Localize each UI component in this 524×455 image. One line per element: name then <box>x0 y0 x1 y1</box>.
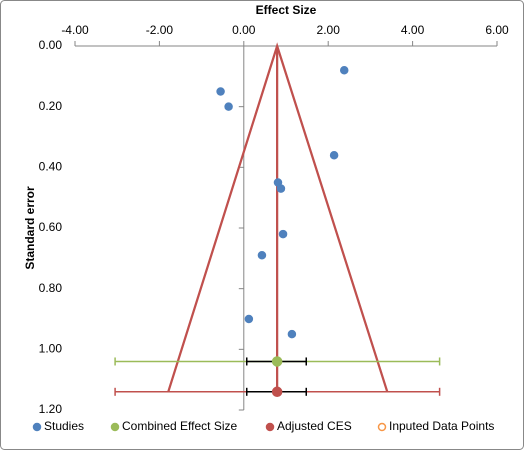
y-tick-label: 0.40 <box>39 160 63 174</box>
legend-label: Adjusted CES <box>277 419 352 433</box>
legend-marker <box>110 422 120 432</box>
data-point <box>224 102 233 111</box>
data-point <box>329 150 339 160</box>
x-tick-label: -2.00 <box>146 23 174 37</box>
y-tick-label: 1.00 <box>39 342 63 356</box>
x-tick-label: 0.00 <box>232 23 256 37</box>
y-tick-label: 0.80 <box>39 281 63 295</box>
x-tick-label: -4.00 <box>61 23 89 37</box>
x-axis-title: Effect Size <box>256 3 317 17</box>
legend-marker <box>32 422 42 432</box>
data-point <box>278 229 288 239</box>
data-point <box>216 87 225 96</box>
legend-marker <box>377 422 387 432</box>
data-point <box>271 356 283 367</box>
x-tick-label: 4.00 <box>401 23 425 37</box>
y-tick-label: 0.00 <box>39 38 63 52</box>
data-point <box>271 386 283 398</box>
x-tick-label: 6.00 <box>485 23 509 37</box>
y-axis-title: Standard error <box>23 186 37 270</box>
y-tick-label: 0.60 <box>39 220 63 234</box>
x-tick-label: 2.00 <box>317 23 341 37</box>
legend-label: Combined Effect Size <box>122 419 237 433</box>
data-point <box>276 184 286 193</box>
legend-marker <box>265 422 275 432</box>
legend-label: Inputed Data Points <box>389 419 494 433</box>
y-tick-label: 0.20 <box>39 99 63 113</box>
data-point <box>244 314 254 324</box>
legend-label: Studies <box>44 419 84 433</box>
y-tick-label: 1.20 <box>39 402 63 416</box>
data-point <box>339 66 349 75</box>
data-point <box>287 329 297 339</box>
data-point <box>257 251 267 260</box>
